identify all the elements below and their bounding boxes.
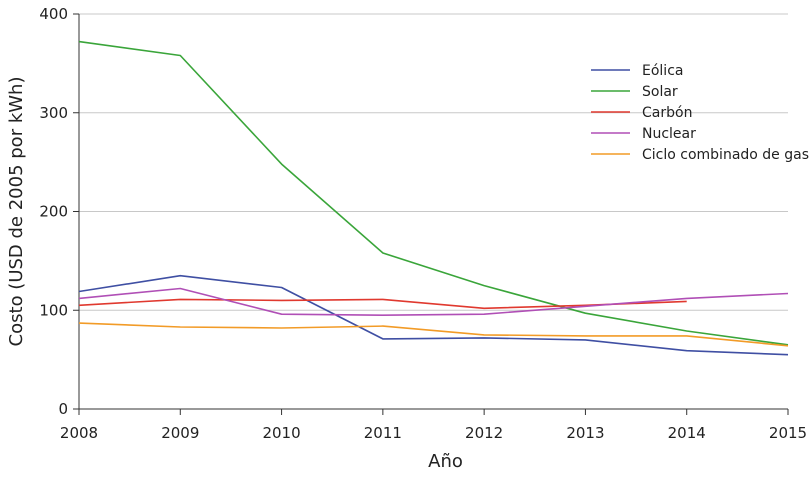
y-tick-label: 100 (39, 301, 68, 319)
series-line-1 (78, 40, 789, 346)
legend: Eólica Solar Carbón Nuclear Ciclo combinado … (591, 63, 809, 163)
legend-item: Eólica (591, 63, 683, 79)
x-tick-label: 2014 (668, 424, 706, 442)
axes (73, 13, 789, 415)
x-tick-label: 2012 (465, 424, 503, 442)
x-tick-label: 2010 (262, 424, 300, 442)
y-tick-label: 300 (39, 104, 68, 122)
x-axis-title: Año (428, 451, 463, 472)
legend-item: Ciclo combinado de gas (591, 147, 809, 163)
legend-label: Eólica (642, 63, 683, 79)
series-line-2 (78, 298, 687, 310)
legend-label: Ciclo combinado de gas (642, 147, 809, 163)
y-tick-label: 400 (39, 5, 68, 23)
y-tick-labels: 0 100 200 300 400 (39, 5, 68, 418)
x-tick-label: 2015 (769, 424, 807, 442)
y-tick-label: 0 (58, 400, 68, 418)
series-line-3 (78, 287, 789, 317)
legend-label: Nuclear (642, 126, 696, 142)
series-lines (78, 40, 789, 356)
grid-lines (79, 13, 788, 311)
y-tick-label: 200 (39, 203, 68, 221)
y-axis-title: Costo (USD de 2005 por kWh) (6, 77, 27, 347)
legend-item: Carbón (591, 105, 692, 121)
legend-item: Nuclear (591, 126, 696, 142)
x-tick-label: 2011 (364, 424, 402, 442)
x-tick-labels: 2008 2009 2010 2011 2012 2013 2014 2015 (60, 424, 807, 442)
series-line-4 (78, 322, 789, 347)
legend-label: Carbón (642, 105, 692, 121)
x-tick-label: 2013 (566, 424, 604, 442)
legend-label: Solar (642, 84, 678, 100)
legend-item: Solar (591, 84, 678, 100)
x-tick-label: 2008 (60, 424, 98, 442)
series-line-0 (78, 274, 789, 356)
x-tick-label: 2009 (161, 424, 199, 442)
